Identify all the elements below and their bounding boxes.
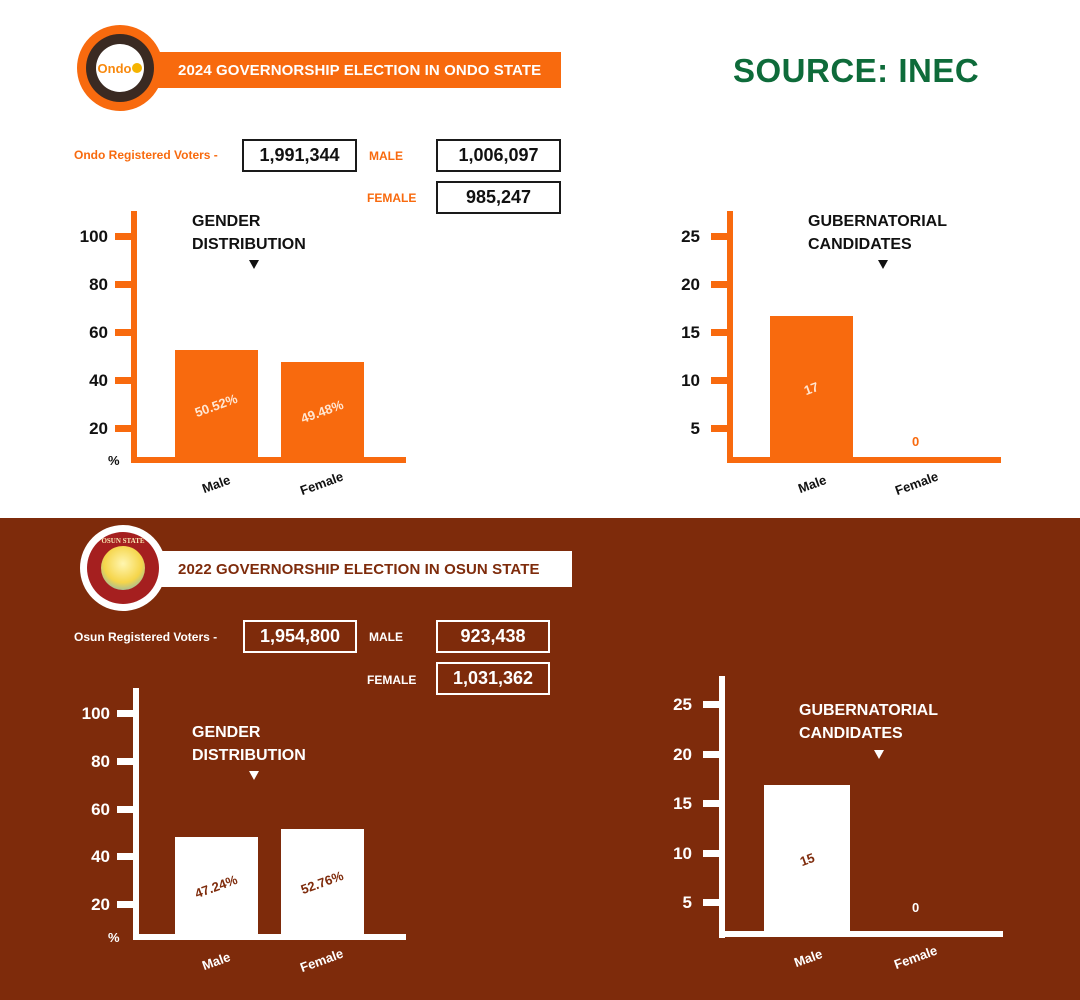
y-tick-label: 20 [681,275,700,294]
y-tick-label: 15 [673,794,692,813]
osun-female-label: FEMALE [367,673,417,687]
arrow-down-icon [874,750,884,759]
y-tick-label: 5 [682,893,692,912]
y-tick-label: 100 [81,704,110,723]
bar-male: 47.24% [175,837,258,936]
ondo-banner-title: 2024 GOVERNORSHIP ELECTION IN ONDO STATE [178,61,542,79]
y-tick-label: 5 [690,419,700,438]
bar-value-label: 52.76% [299,867,346,898]
chart-title: GUBERNATORIAL CANDIDATES [808,213,947,253]
chart-title: GUBERNATORIAL CANDIDATES [799,702,938,742]
arrow-down-icon [249,771,259,780]
ondo-logo-text: Ondo [97,60,132,76]
y-tick-label: 80 [89,275,108,294]
x-axis [133,934,406,940]
osun-banner: 2022 GOVERNORSHIP ELECTION IN OSUN STATE [120,551,572,587]
y-tick-label: 40 [89,371,108,390]
ondo-female-value: 985,247 [436,181,561,214]
y-tick-label: 20 [89,419,108,438]
y-unit-label: % [108,453,120,468]
sun-icon [132,63,143,73]
y-tick-label: 100 [79,227,108,246]
x-category-label: Female [892,942,940,973]
bar-value-label: 0 [912,900,920,915]
x-category-label: Female [893,468,941,499]
bar-male: 17 [770,316,853,460]
osun-section: 2022 GOVERNORSHIP ELECTION IN OSUN STATE… [0,518,1080,1000]
ondo-male-label: MALE [369,149,403,163]
y-tick-label: 20 [91,895,110,914]
osun-male-value: 923,438 [436,620,550,653]
y-tick-label: 10 [681,371,700,390]
osun-state-logo-icon: OSUN STATE [80,525,166,611]
y-tick-label: 40 [91,847,110,866]
y-unit-label: % [108,930,120,945]
y-tick-label: 10 [673,844,692,863]
chart-title: GENDER DISTRIBUTION [192,724,306,764]
x-axis [719,931,1003,937]
osun-banner-title: 2022 GOVERNORSHIP ELECTION IN OSUN STATE [178,560,540,578]
y-tick-label: 20 [673,745,692,764]
y-axis [133,688,139,940]
bar-female: 49.48% [281,362,364,460]
bar-value-label: 15 [797,849,817,869]
x-axis [727,457,1001,463]
x-category-label: Female [298,945,346,976]
bar-value-label: 0 [912,434,920,449]
arrow-down-icon [878,260,888,269]
bar-value-label: 47.24% [193,871,240,902]
ondo-male-value: 1,006,097 [436,139,561,172]
y-tick-label: 60 [89,323,108,342]
y-tick-label: 60 [91,800,110,819]
osun-female-value: 1,031,362 [436,662,550,695]
x-category-label: Male [200,472,233,497]
ondo-banner: 2024 GOVERNORSHIP ELECTION IN ONDO STATE [120,52,561,88]
y-tick-label: 80 [91,752,110,771]
x-category-label: Male [200,949,233,974]
x-category-label: Male [792,946,825,971]
chart-title: GENDER DISTRIBUTION [192,213,306,253]
ondo-state-logo-icon: Ondo [77,25,163,111]
ondo-registered-value: 1,991,344 [242,139,357,172]
bar-male: 15 [764,785,850,933]
osun-registered-value: 1,954,800 [243,620,357,653]
arrow-down-icon [249,260,259,269]
bar-value-label: 17 [802,378,821,398]
x-axis [131,457,406,463]
bar-female: 52.76% [281,829,364,936]
y-axis [727,211,733,463]
bar-value-label: 49.48% [299,396,346,426]
x-category-label: Male [796,472,829,497]
osun-male-label: MALE [369,630,403,644]
source-label: SOURCE: INEC [733,52,980,89]
ondo-female-label: FEMALE [367,191,417,205]
y-tick-label: 25 [681,227,700,246]
ondo-registered-label: Ondo Registered Voters - [74,148,218,162]
x-category-label: Female [298,468,346,499]
osun-registered-label: Osun Registered Voters - [74,630,218,644]
y-axis [131,211,137,463]
bar-male: 50.52% [175,350,258,460]
ondo-section: 2024 GOVERNORSHIP ELECTION IN ONDO STATE… [74,25,1001,499]
bar-value-label: 50.52% [193,390,240,420]
osun-logo-text: OSUN STATE [101,537,145,545]
y-tick-label: 15 [681,323,700,342]
y-axis [719,676,725,938]
y-tick-label: 25 [673,695,692,714]
